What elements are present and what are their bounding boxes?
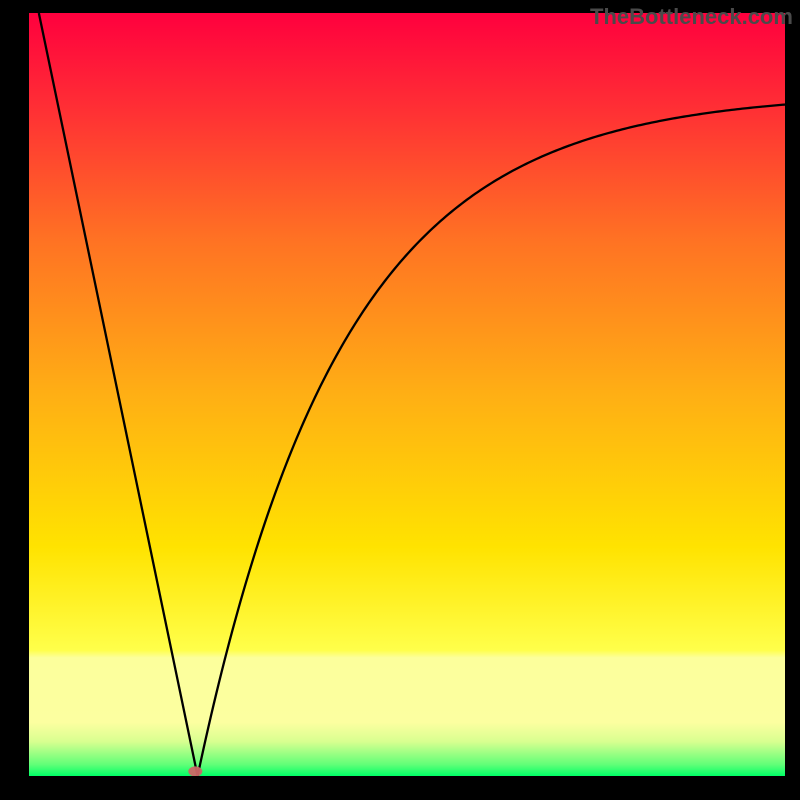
plot-frame	[29, 13, 785, 776]
watermark-text: TheBottleneck.com	[590, 4, 793, 30]
plot-svg	[29, 13, 785, 776]
gradient-background	[29, 13, 785, 776]
valley-marker	[188, 766, 202, 776]
